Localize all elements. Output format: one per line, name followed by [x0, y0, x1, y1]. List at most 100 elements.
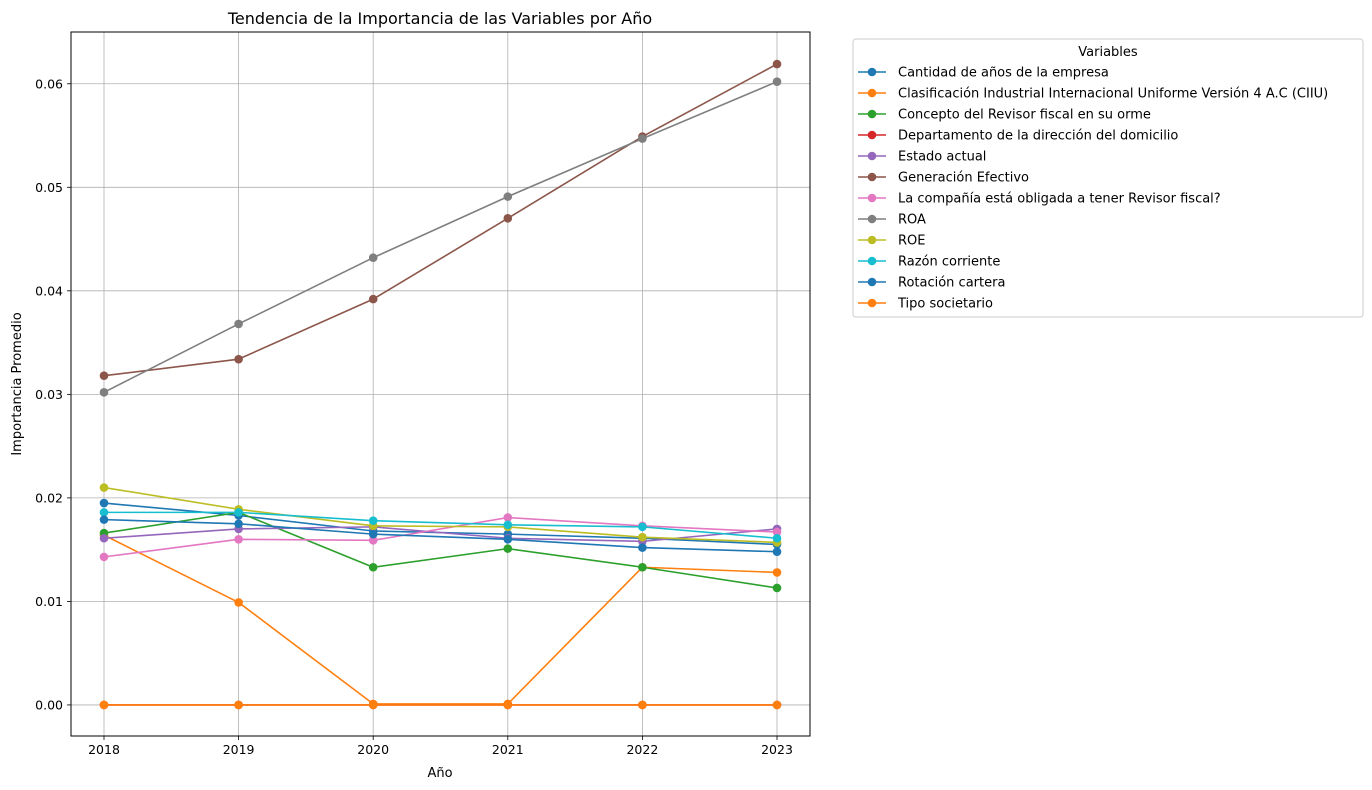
y-axis: 0.00 0.01 0.02 0.03 0.04 0.05 0.06 — [35, 76, 71, 712]
legend-swatch-marker — [867, 130, 877, 140]
data-point — [368, 562, 378, 572]
data-point — [99, 515, 109, 524]
x-axis: 2018 2019 2020 2021 2022 2023 — [88, 736, 793, 757]
x-tick-label: 2021 — [492, 742, 524, 757]
data-point — [99, 371, 109, 381]
data-point — [99, 700, 109, 710]
x-tick-label: 2020 — [357, 742, 389, 757]
legend-label: Estado actual — [898, 150, 986, 165]
data-point — [234, 534, 243, 544]
series-line — [103, 63, 778, 377]
data-point — [772, 547, 782, 557]
data-point — [368, 536, 378, 545]
legend-label: La compañía está obligada a tener Reviso… — [898, 192, 1221, 207]
plot-frame — [70, 31, 811, 737]
data-point — [638, 543, 647, 552]
data-point — [234, 354, 243, 364]
series-10 — [99, 515, 782, 557]
y-tick-label: 0.00 — [35, 697, 63, 712]
legend-label: Cantidad de años de la empresa — [898, 66, 1109, 81]
series-line — [103, 518, 778, 553]
x-tick-label: 2022 — [626, 742, 658, 757]
grid — [71, 32, 810, 736]
y-tick-label: 0.02 — [35, 490, 63, 505]
y-tick-label: 0.05 — [35, 180, 63, 195]
series-line — [103, 511, 778, 589]
data-point — [638, 532, 647, 542]
series-line — [103, 534, 778, 705]
x-tick-label: 2018 — [88, 742, 120, 757]
data-point — [368, 294, 378, 304]
data-point — [234, 508, 243, 517]
legend-swatch-marker — [867, 256, 877, 266]
series-5 — [99, 59, 782, 381]
data-point — [503, 700, 513, 710]
legend-label: ROE — [898, 234, 925, 249]
y-axis-label: Importancia Promedio — [10, 312, 25, 455]
legend-item: Rotación cartera — [858, 276, 1005, 291]
legend: Variables Cantidad de años de la empresa… — [852, 38, 1364, 318]
data-point — [772, 77, 782, 86]
legend-label: Razón corriente — [898, 255, 1000, 270]
data-point — [99, 533, 109, 543]
data-point — [99, 552, 109, 562]
legend-label: Tipo societario — [897, 297, 993, 312]
series-11 — [99, 700, 782, 710]
data-point — [503, 534, 513, 544]
y-tick-label: 0.06 — [35, 76, 63, 91]
data-point — [368, 700, 378, 710]
data-point — [234, 700, 243, 710]
y-tick-label: 0.04 — [35, 283, 63, 298]
legend-item: Razón corriente — [858, 255, 1000, 270]
data-point — [772, 568, 782, 577]
series-line — [104, 511, 778, 540]
data-point — [99, 387, 109, 397]
series-9 — [99, 508, 782, 543]
legend-swatch-marker — [867, 109, 877, 119]
legend-swatch-marker — [867, 172, 877, 182]
series-line — [103, 516, 778, 558]
x-tick-label: 2019 — [223, 742, 255, 757]
legend-swatch-marker — [867, 67, 877, 77]
data-point — [368, 516, 378, 525]
legend-item: Clasificación Industrial Internacional U… — [858, 87, 1328, 102]
chart-title: Tendencia de la Importancia de las Varia… — [227, 9, 652, 28]
series-line — [103, 80, 778, 393]
legend-label: Concepto del Revisor fiscal en su orme — [898, 108, 1151, 123]
legend-item: Concepto del Revisor fiscal en su orme — [858, 108, 1151, 123]
data-point — [503, 544, 513, 553]
legend-item: Tipo societario — [858, 297, 993, 312]
legend-swatch-marker — [867, 214, 877, 224]
legend-swatch-marker — [867, 193, 877, 203]
series-layer — [99, 59, 782, 710]
data-point — [234, 519, 243, 529]
x-axis-label: Año — [427, 766, 452, 781]
legend-item: La compañía está obligada a tener Reviso… — [858, 192, 1221, 207]
legend-title: Variables — [1078, 45, 1138, 60]
data-point — [638, 522, 647, 532]
x-tick-label: 2023 — [761, 742, 793, 757]
legend-label: Generación Efectivo — [898, 171, 1029, 186]
data-point — [638, 700, 647, 710]
data-point — [638, 562, 647, 572]
data-point — [234, 598, 243, 607]
legend-item: ROA — [858, 213, 926, 228]
series-0 — [99, 498, 782, 549]
legend-item: ROE — [858, 234, 925, 249]
series-line — [103, 486, 778, 544]
data-point — [503, 192, 513, 201]
legend-swatch-marker — [867, 88, 877, 98]
data-point — [638, 134, 647, 143]
legend-item: Estado actual — [858, 150, 986, 165]
legend-item: Cantidad de años de la empresa — [858, 66, 1109, 81]
series-line — [103, 526, 778, 543]
data-point — [503, 214, 513, 223]
series-2 — [99, 508, 782, 593]
data-point — [772, 533, 782, 543]
data-point — [772, 59, 782, 69]
legend-label: ROA — [898, 213, 926, 228]
data-point — [772, 583, 782, 593]
series-7 — [99, 77, 782, 397]
legend-item: Generación Efectivo — [858, 171, 1029, 186]
legend-label: Rotación cartera — [898, 276, 1005, 291]
